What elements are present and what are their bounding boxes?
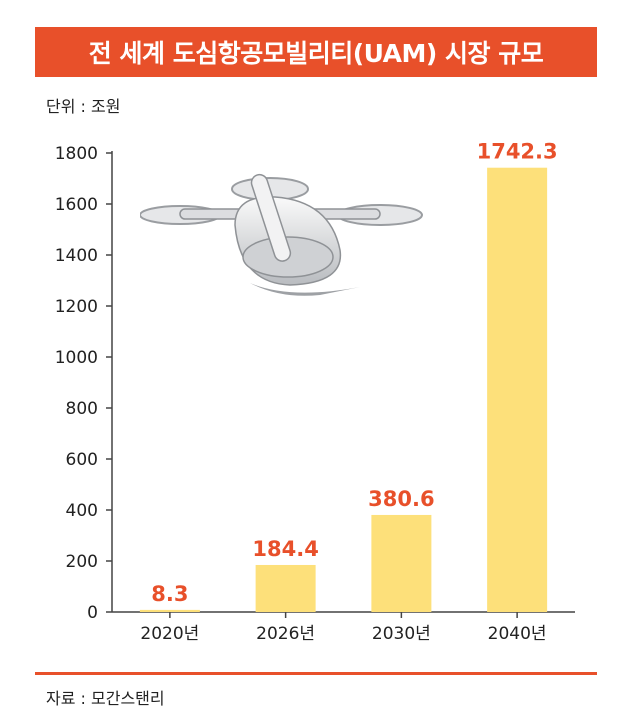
y-tick-label: 1400 <box>55 246 98 266</box>
data-label: 1742.3 <box>477 140 558 164</box>
data-label: 8.3 <box>151 582 188 606</box>
bar-chart: 0 200 400 600 800 1000 1200 1400 1600 1800 8.3 2020… <box>55 140 575 644</box>
bar <box>371 514 432 612</box>
unit-label: 단위 : 조원 <box>46 97 121 116</box>
x-tick-label: 2030년 <box>372 624 431 644</box>
x-tick-label: 2040년 <box>488 624 547 644</box>
data-label: 184.4 <box>252 537 318 561</box>
y-tick-label: 1800 <box>55 144 98 164</box>
y-tick-label: 1200 <box>55 297 98 317</box>
bar <box>487 167 548 612</box>
y-tick-label: 800 <box>66 399 98 419</box>
title-banner: 전 세계 도심항공모빌리티(UAM) 시장 규모 <box>35 27 597 77</box>
chart-title: 전 세계 도심항공모빌리티(UAM) 시장 규모 <box>88 39 544 68</box>
y-tick-label: 1600 <box>55 195 98 215</box>
data-label: 380.6 <box>368 487 434 511</box>
x-tick-label: 2026년 <box>256 624 315 644</box>
air-taxi-drone-icon <box>140 173 423 296</box>
y-tick-label: 200 <box>66 552 98 572</box>
bar <box>139 609 200 612</box>
y-tick-label: 600 <box>66 450 98 470</box>
source-divider <box>35 672 597 675</box>
y-tick-label: 400 <box>66 501 98 521</box>
y-tick-label: 0 <box>87 603 98 623</box>
x-tick-label: 2020년 <box>140 624 199 644</box>
source-label: 자료 : 모간스탠리 <box>46 689 165 708</box>
y-tick-label: 1000 <box>55 348 98 368</box>
bar <box>255 564 316 612</box>
